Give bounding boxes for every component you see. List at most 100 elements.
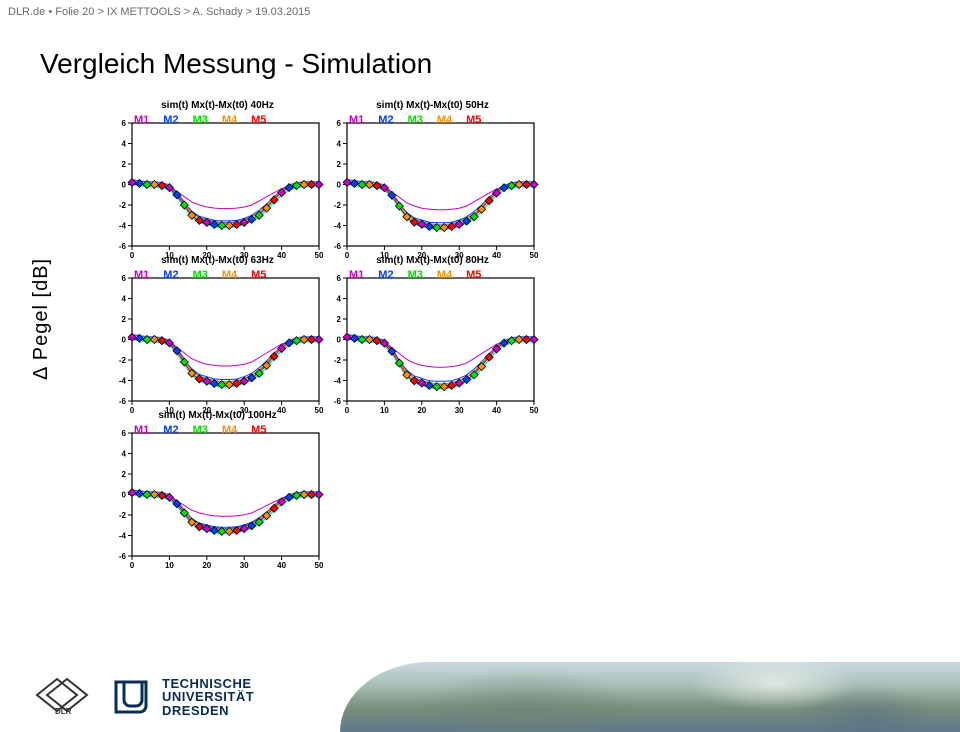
svg-text:-6: -6 [334, 242, 342, 251]
svg-text:6: 6 [122, 274, 127, 283]
svg-text:DLR: DLR [55, 707, 72, 715]
svg-text:40: 40 [277, 561, 286, 570]
legend-label: M2 [378, 269, 393, 281]
legend-label: M1 [349, 114, 364, 126]
svg-text:0: 0 [345, 406, 350, 415]
header-breadcrumb: DLR.de • Folie 20 > IX METTOOLS > A. Sch… [8, 6, 310, 18]
svg-text:6: 6 [337, 274, 342, 283]
svg-text:-4: -4 [119, 222, 127, 231]
chart-title: sim(t) Mx(t)-Mx(t0) 80Hz [325, 255, 540, 266]
legend-label: M4 [222, 424, 237, 436]
chart-svg: 01020304050-6-4-20246 [325, 111, 540, 266]
legend-label: M3 [408, 114, 423, 126]
tud-logo: TECHNISCHE UNIVERSITÄT DRESDEN [110, 676, 254, 718]
svg-text:0: 0 [130, 561, 135, 570]
footer: DLR TECHNISCHE UNIVERSITÄT DRESDEN [0, 662, 960, 732]
svg-text:30: 30 [240, 561, 249, 570]
chart-panel: sim(t) Mx(t)-Mx(t0) 40HzM1M2M3M4M5010203… [110, 100, 325, 255]
svg-text:10: 10 [165, 561, 174, 570]
svg-text:20: 20 [417, 406, 426, 415]
earth-footer-image [340, 662, 960, 732]
chart-title: sim(t) Mx(t)-Mx(t0) 100Hz [110, 410, 325, 421]
svg-text:4: 4 [337, 295, 342, 304]
chart-legend: M1M2M3M4M5 [134, 424, 266, 436]
chart-panel: sim(t) Mx(t)-Mx(t0) 63HzM1M2M3M4M5010203… [110, 255, 325, 410]
svg-text:6: 6 [122, 119, 127, 128]
svg-text:0: 0 [122, 336, 127, 345]
chart-svg: 01020304050-6-4-20246 [110, 111, 325, 266]
legend-label: M3 [408, 269, 423, 281]
svg-text:-2: -2 [119, 201, 127, 210]
chart-svg: 01020304050-6-4-20246 [325, 266, 540, 421]
svg-text:-4: -4 [334, 222, 342, 231]
tud-text-3: DRESDEN [162, 704, 254, 718]
chart-legend: M1 M2 M3 M4 M5 [134, 114, 266, 126]
legend-label: M5 [466, 269, 481, 281]
svg-text:4: 4 [122, 140, 127, 149]
legend-label: M3 [193, 269, 208, 281]
svg-text:-2: -2 [119, 511, 127, 520]
svg-text:20: 20 [202, 561, 211, 570]
svg-text:10: 10 [380, 406, 389, 415]
legend-label: M5 [251, 424, 266, 436]
chart-svg: 01020304050-6-4-20246 [110, 266, 325, 421]
svg-text:0: 0 [337, 181, 342, 190]
svg-text:2: 2 [122, 470, 127, 479]
legend-label: M3 [193, 114, 208, 126]
legend-label: M5 [251, 114, 266, 126]
chart-legend: M1 M2 M3 M4 M5 [349, 269, 481, 281]
chart-title: sim(t) Mx(t)-Mx(t0) 63Hz [110, 255, 325, 266]
svg-text:-2: -2 [334, 201, 342, 210]
svg-text:30: 30 [455, 406, 464, 415]
y-axis-label: Δ Pegel [dB] [30, 258, 53, 380]
legend-label: M4 [437, 269, 452, 281]
svg-text:4: 4 [122, 450, 127, 459]
legend-label: M4 [222, 114, 237, 126]
legend-label: M1 [134, 269, 149, 281]
dlr-logo: DLR [35, 675, 90, 720]
legend-label: M1 [349, 269, 364, 281]
svg-text:-2: -2 [334, 356, 342, 365]
chart-title: sim(t) Mx(t)-Mx(t0) 40Hz [110, 100, 325, 111]
tud-text-2: UNIVERSITÄT [162, 690, 254, 704]
svg-text:-6: -6 [334, 397, 342, 406]
chart-legend: M1 M2 M3 M4 M5 [134, 269, 266, 281]
svg-text:-2: -2 [119, 356, 127, 365]
svg-text:2: 2 [122, 160, 127, 169]
svg-text:4: 4 [337, 140, 342, 149]
svg-text:0: 0 [122, 181, 127, 190]
svg-text:-6: -6 [119, 397, 127, 406]
legend-label: M2 [163, 269, 178, 281]
svg-text:6: 6 [122, 429, 127, 438]
legend-label: M5 [466, 114, 481, 126]
chart-title: sim(t) Mx(t)-Mx(t0) 50Hz [325, 100, 540, 111]
legend-label: M3 [193, 424, 208, 436]
tud-text-1: TECHNISCHE [162, 677, 254, 691]
svg-text:-4: -4 [334, 377, 342, 386]
svg-text:40: 40 [492, 406, 501, 415]
chart-panel: sim(t) Mx(t)-Mx(t0) 80HzM1M2M3M4M5010203… [325, 255, 540, 410]
svg-text:-6: -6 [119, 242, 127, 251]
legend-label: M5 [251, 269, 266, 281]
svg-text:-4: -4 [119, 377, 127, 386]
chart-svg: 0 10 20 30 40 50 -6 -4 -2 0 2 4 6 [110, 421, 325, 576]
page-title: Vergleich Messung - Simulation [40, 48, 432, 80]
legend-label: M1 [134, 114, 149, 126]
chart-panel: sim(t) Mx(t)-Mx(t0) 50HzM1M2M3M4M5010203… [325, 100, 540, 255]
svg-text:0: 0 [122, 491, 127, 500]
chart-grid: sim(t) Mx(t)-Mx(t0) 40HzM1M2M3M4M5010203… [110, 100, 540, 565]
chart-panel: sim(t) Mx(t)-Mx(t0) 100HzM1M2M3M4M501020… [110, 410, 325, 565]
legend-label: M2 [163, 114, 178, 126]
svg-text:2: 2 [337, 315, 342, 324]
svg-text:6: 6 [337, 119, 342, 128]
svg-text:2: 2 [122, 315, 127, 324]
svg-text:4: 4 [122, 295, 127, 304]
svg-text:-4: -4 [119, 532, 127, 541]
svg-text:-6: -6 [119, 552, 127, 561]
legend-label: M4 [222, 269, 237, 281]
legend-label: M2 [378, 114, 393, 126]
svg-text:50: 50 [315, 561, 324, 570]
svg-text:0: 0 [337, 336, 342, 345]
svg-text:2: 2 [337, 160, 342, 169]
legend-label: M4 [437, 114, 452, 126]
